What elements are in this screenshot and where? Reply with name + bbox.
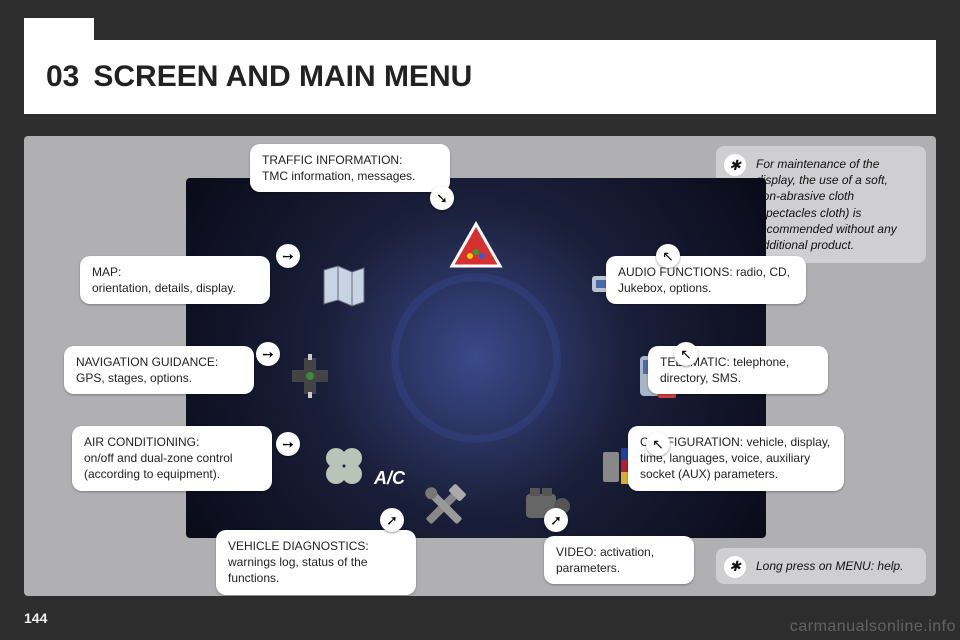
callout-map-title: MAP: <box>92 264 258 280</box>
navigation-icon[interactable] <box>282 348 338 404</box>
info-maintenance-text: For maintenance of the display, the use … <box>756 157 897 252</box>
callout-nav-body: GPS, stages, options. <box>76 370 242 386</box>
center-ring <box>391 273 561 443</box>
callout-diag-body: warnings log, status of the functions. <box>228 554 404 586</box>
callout-map-body: orientation, details, display. <box>92 280 258 296</box>
arrow-icon: ➘ <box>430 186 454 210</box>
watermark: carmanualsonline.info <box>790 618 956 636</box>
ac-label: A/C <box>374 468 405 489</box>
arrow-icon: ➙ <box>256 342 280 366</box>
callout-audio-title: AUDIO FUNCTIONS: radio, CD, Jukebox, opt… <box>618 264 794 296</box>
callout-traffic-body: TMC information, messages. <box>262 168 438 184</box>
header-bar: 03 SCREEN AND MAIN MENU <box>24 40 936 114</box>
callout-diag-title: VEHICLE DIAGNOSTICS: <box>228 538 404 554</box>
callout-ac-title: AIR CONDITIONING: <box>84 434 260 450</box>
arrow-icon: ↖ <box>646 432 670 456</box>
callout-ac-body: on/off and dual-zone control (according … <box>84 450 260 482</box>
arrow-icon: ➚ <box>544 508 568 532</box>
arrow-icon: ➚ <box>380 508 404 532</box>
sun-icon: ✱ <box>724 556 746 578</box>
callout-video: VIDEO: activation, parameters. <box>544 536 694 584</box>
page-number: 144 <box>24 610 47 626</box>
arrow-icon: ➙ <box>276 244 300 268</box>
page-title: SCREEN AND MAIN MENU <box>93 60 472 94</box>
ac-icon[interactable]: A/C <box>316 438 372 494</box>
callout-nav-title: NAVIGATION GUIDANCE: <box>76 354 242 370</box>
arrow-icon: ➙ <box>276 432 300 456</box>
arrow-icon: ↖ <box>674 342 698 366</box>
callout-diag: VEHICLE DIAGNOSTICS: warnings log, statu… <box>216 530 416 595</box>
info-help: ✱ Long press on MENU: help. <box>716 548 926 584</box>
content-frame: ✱ For maintenance of the display, the us… <box>24 136 936 596</box>
sun-icon: ✱ <box>724 154 746 176</box>
section-number: 03 <box>46 60 79 94</box>
diagnostics-icon[interactable] <box>416 478 472 534</box>
map-icon[interactable] <box>316 258 372 314</box>
callout-audio: AUDIO FUNCTIONS: radio, CD, Jukebox, opt… <box>606 256 806 304</box>
callout-video-title: VIDEO: activation, parameters. <box>556 544 682 576</box>
callout-traffic: TRAFFIC INFORMATION: TMC information, me… <box>250 144 450 192</box>
callout-ac: AIR CONDITIONING: on/off and dual-zone c… <box>72 426 272 491</box>
info-help-text: Long press on MENU: help. <box>756 559 903 573</box>
callout-map: MAP: orientation, details, display. <box>80 256 270 304</box>
arrow-icon: ↖ <box>656 244 680 268</box>
callout-traffic-title: TRAFFIC INFORMATION: <box>262 152 438 168</box>
callout-nav: NAVIGATION GUIDANCE: GPS, stages, option… <box>64 346 254 394</box>
traffic-icon[interactable] <box>448 218 504 274</box>
